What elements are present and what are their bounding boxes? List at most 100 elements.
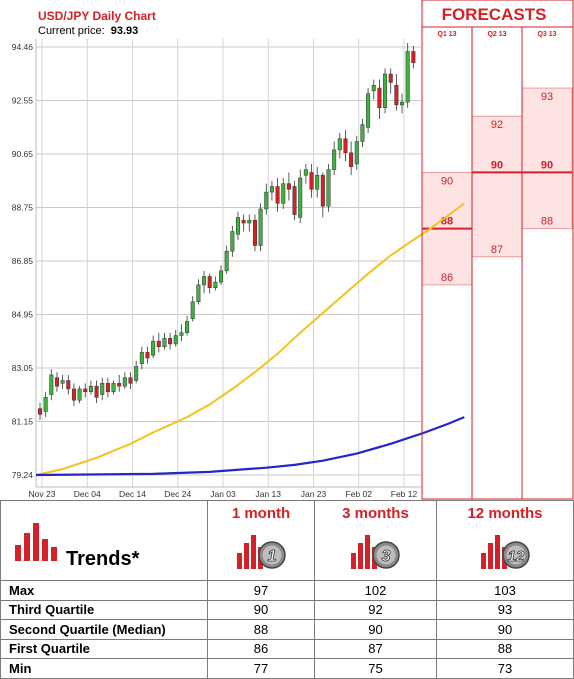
cell-value: 88 xyxy=(207,619,315,640)
y-tick-label: 84.95 xyxy=(12,310,34,320)
x-tick-label: Dec 04 xyxy=(74,489,101,499)
candle-body-up xyxy=(77,388,82,401)
cell-value: 87 xyxy=(313,638,437,659)
badge-number: 3 xyxy=(382,548,391,565)
x-tick-label: Jan 03 xyxy=(210,489,236,499)
candle-body-up xyxy=(49,374,54,395)
candle-body-up xyxy=(134,366,139,381)
candle-body-down xyxy=(66,380,71,390)
forecast-panel-border xyxy=(421,0,574,500)
candle xyxy=(94,380,99,404)
forecast-quartile-band xyxy=(471,115,523,258)
candle xyxy=(264,183,269,215)
forecast-first-quartile-label: 86 xyxy=(441,272,453,284)
candle-body-down xyxy=(275,186,280,204)
candle xyxy=(122,372,127,389)
candle xyxy=(281,178,286,209)
cell-value: 102 xyxy=(313,580,437,601)
col-header-label: 12 months xyxy=(467,505,543,522)
x-tick-label: Jan 13 xyxy=(255,489,281,499)
y-tick-label: 86.85 xyxy=(12,256,34,266)
candle xyxy=(49,369,54,401)
candle-body-up xyxy=(281,183,286,204)
candle-body-up xyxy=(326,169,331,207)
candle xyxy=(286,172,291,201)
x-tick-label: Jan 23 xyxy=(301,489,327,499)
candle-body-down xyxy=(309,172,314,190)
candle-body-up xyxy=(224,250,229,272)
candle xyxy=(252,214,257,252)
candle-body-down xyxy=(71,388,76,401)
candle xyxy=(43,391,48,418)
forecast-third-quartile-label: 92 xyxy=(491,119,503,131)
candle xyxy=(371,79,376,100)
candle xyxy=(411,45,416,69)
candle-body-up xyxy=(230,231,235,252)
candle xyxy=(213,276,218,291)
candle-body-up xyxy=(60,380,65,384)
candle xyxy=(117,374,122,392)
moving-averages xyxy=(35,202,465,477)
forecast-third-quartile-label: 93 xyxy=(541,91,553,103)
forecast-first-quartile-label: 88 xyxy=(541,216,553,228)
x-axis: Nov 23 Dec 04 Dec 14 Dec 24 Jan 03 Jan 13 Jan … xyxy=(29,489,418,499)
candle-body-up xyxy=(247,219,252,224)
candle xyxy=(83,383,88,398)
candle-body-up xyxy=(139,352,144,364)
candle-body-down xyxy=(343,138,348,153)
candle xyxy=(332,141,337,176)
forecast-third-quartile-label: 90 xyxy=(441,175,453,187)
candle xyxy=(179,324,184,342)
cell-value: 103 xyxy=(435,580,574,601)
candle-body-down xyxy=(145,352,150,359)
forecast-quarter-label: Q2 13 xyxy=(487,31,506,38)
col-header-label: 1 month xyxy=(231,505,291,522)
candle-body-down xyxy=(156,340,161,348)
trends-table: Trends* 1 month 1 xyxy=(0,500,574,679)
forecast-frame: Q1 13 Q2 13 Q3 13 xyxy=(421,0,574,500)
moving-average-short-line xyxy=(35,202,465,476)
candle xyxy=(100,377,105,401)
candle xyxy=(383,68,388,114)
col-header-12-months: 12 months 12 xyxy=(435,500,574,581)
candle-body-up xyxy=(88,385,93,393)
y-tick-label: 88.75 xyxy=(12,203,34,213)
candle xyxy=(224,245,229,274)
y-tick-label: 90.65 xyxy=(12,149,34,159)
x-tick-label: Dec 14 xyxy=(119,489,146,499)
cell-value: 88 xyxy=(435,638,574,659)
cell-value: 90 xyxy=(313,619,437,640)
candle xyxy=(241,214,246,232)
candle xyxy=(235,211,240,240)
candle xyxy=(326,163,331,212)
candle xyxy=(354,135,359,170)
candles xyxy=(37,43,416,420)
candle xyxy=(202,270,207,294)
candle xyxy=(196,279,201,305)
candle xyxy=(377,79,382,119)
cell-value: 75 xyxy=(313,658,437,679)
candle xyxy=(366,88,371,134)
candle-body-down xyxy=(105,383,110,393)
candle-body-up xyxy=(405,51,410,103)
candle-body-up xyxy=(383,73,388,108)
cell-value: 77 xyxy=(207,658,315,679)
x-tick-label: Feb 12 xyxy=(391,489,418,499)
candle xyxy=(60,374,65,389)
candle xyxy=(54,372,59,392)
y-axis: 94.46 92.55 90.65 88.75 86.85 84.95 83.05 81.15… xyxy=(12,42,34,480)
candle xyxy=(269,180,274,201)
candle-body-up xyxy=(400,101,405,106)
candle-body-up xyxy=(202,276,207,286)
candle xyxy=(405,43,410,108)
forecast-column: 93 90 88 xyxy=(521,87,573,230)
candle-body-up xyxy=(298,177,303,218)
candle xyxy=(151,335,156,359)
candle-body-down xyxy=(54,377,59,387)
candle xyxy=(162,332,167,350)
candle-body-down xyxy=(388,73,393,83)
candle xyxy=(343,130,348,162)
candle xyxy=(349,141,354,176)
